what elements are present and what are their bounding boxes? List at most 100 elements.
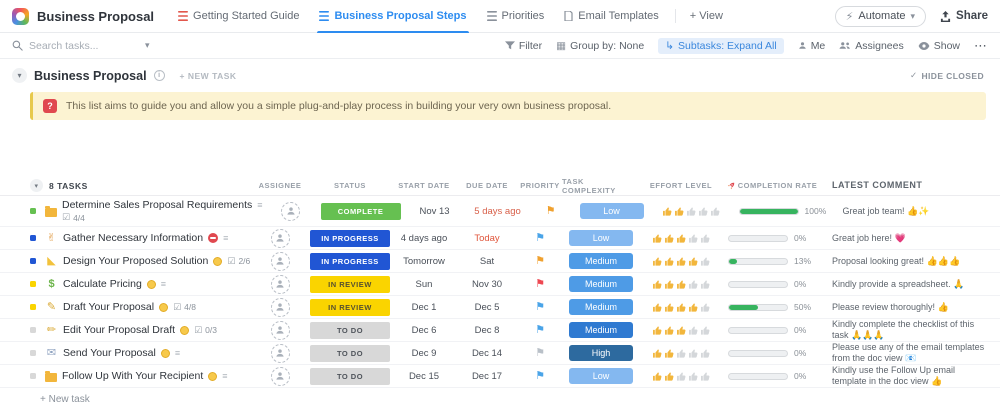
latest-comment[interactable]: Please review thoroughly! 👍 [832, 301, 949, 312]
due-date[interactable]: Dec 14 [471, 347, 503, 359]
add-task-footer-button[interactable]: + New task [40, 394, 90, 405]
info-icon[interactable]: i [153, 70, 165, 81]
task-name[interactable]: Design Your Proposed Solution [63, 255, 209, 267]
priority-flag-icon[interactable]: ⚑ [535, 346, 545, 359]
status-badge[interactable]: COMPLETE [320, 202, 401, 220]
column-header-latest-comment[interactable]: LATEST COMMENT [832, 180, 923, 191]
add-view-button[interactable]: + View [689, 10, 723, 22]
complexity-badge[interactable]: High [569, 345, 633, 361]
add-assignee-button[interactable] [281, 201, 301, 221]
start-date[interactable]: Tomorrow [403, 255, 445, 267]
effort-level[interactable] [640, 302, 722, 313]
start-date[interactable]: Dec 1 [411, 301, 437, 313]
complexity-badge[interactable]: Medium [569, 276, 633, 292]
task-name[interactable]: Calculate Pricing [63, 278, 142, 290]
automate-button[interactable]: ⚡ Automate ▾ [834, 5, 927, 27]
table-row[interactable]: Determine Sales Proposal Requirements ≡ … [0, 196, 1000, 227]
add-assignee-button[interactable] [270, 297, 290, 317]
table-row[interactable]: ◣ Design Your Proposed Solution ☑ 2/6 IN … [0, 250, 1000, 273]
column-header-task-complexity[interactable]: TASK COMPLEXITY [562, 176, 616, 195]
start-date[interactable]: Dec 6 [411, 324, 437, 336]
column-header-due-date[interactable]: DUE DATE [466, 181, 508, 190]
priority-flag-icon[interactable]: ⚑ [535, 323, 545, 336]
table-row[interactable]: ✉ Send Your Proposal ≡ TO DO Dec 9 Dec 1… [0, 342, 1000, 365]
effort-level[interactable] [640, 279, 722, 290]
column-header-assignee[interactable]: ASSIGNEE [258, 181, 302, 190]
add-assignee-button[interactable] [270, 228, 290, 248]
chevron-down-icon[interactable]: ▾ [145, 40, 150, 50]
effort-level[interactable] [640, 348, 722, 359]
priority-flag-icon[interactable]: ⚑ [535, 231, 545, 244]
add-assignee-button[interactable] [270, 343, 290, 363]
search-box[interactable]: ▾ [12, 39, 177, 52]
tab-business-proposal-steps[interactable]: Business Proposal Steps [309, 0, 476, 33]
start-date[interactable]: 4 days ago [400, 232, 448, 244]
complexity-badge[interactable]: Medium [569, 253, 633, 269]
latest-comment[interactable]: Great job team! 👍✨ [842, 205, 930, 216]
effort-level[interactable] [640, 371, 722, 382]
group-by-button[interactable]: ▦ Group by: None [556, 39, 645, 52]
add-assignee-button[interactable] [270, 251, 290, 271]
priority-flag-icon[interactable]: ⚑ [545, 204, 556, 217]
latest-comment[interactable]: Great job here! 💗 [832, 232, 906, 243]
filter-button[interactable]: Filter [504, 40, 542, 52]
subtasks-button[interactable]: ↳ Subtasks: Expand All [658, 37, 784, 54]
latest-comment[interactable]: Kindly use the Follow Up email template … [832, 365, 956, 386]
start-date[interactable]: Dec 15 [408, 370, 440, 382]
due-date[interactable]: Today [474, 232, 500, 244]
status-badge[interactable]: TO DO [310, 344, 390, 362]
start-date[interactable]: Nov 13 [419, 205, 450, 217]
collapse-group-icon[interactable]: ▾ [30, 179, 43, 192]
more-menu-button[interactable]: ⋯ [974, 37, 988, 53]
table-row[interactable]: $ Calculate Pricing ≡ IN REVIEW Sun Nov … [0, 273, 1000, 296]
column-header-status[interactable]: STATUS [334, 181, 366, 190]
start-date[interactable]: Dec 9 [411, 347, 437, 359]
status-badge[interactable]: TO DO [310, 321, 390, 339]
latest-comment[interactable]: Kindly complete the checklist of this ta… [832, 319, 975, 340]
task-name[interactable]: Gather Necessary Information [63, 232, 204, 244]
column-header-start-date[interactable]: START DATE [398, 181, 450, 190]
task-name[interactable]: Send Your Proposal [63, 347, 156, 359]
add-assignee-button[interactable] [270, 366, 290, 386]
column-header-priority[interactable]: PRIORITY [520, 181, 560, 190]
collapse-list-icon[interactable]: ▾ [12, 68, 27, 83]
table-row[interactable]: Follow Up With Your Recipient ≡ TO DO De… [0, 365, 1000, 388]
complexity-badge[interactable]: Low [579, 203, 644, 219]
app-logo[interactable] [12, 7, 29, 25]
effort-level[interactable] [651, 206, 733, 217]
status-badge[interactable]: IN REVIEW [310, 298, 390, 316]
assignees-button[interactable]: Assignees [839, 40, 904, 52]
status-badge[interactable]: IN REVIEW [310, 275, 390, 293]
column-header-completion-rate[interactable]: COMPLETION RATE [722, 181, 822, 190]
priority-flag-icon[interactable]: ⚑ [535, 369, 545, 382]
column-header-effort-level[interactable]: EFFORT LEVEL [649, 181, 713, 190]
complexity-badge[interactable]: Low [569, 230, 633, 246]
status-badge[interactable]: IN PROGRESS [310, 252, 390, 270]
due-date[interactable]: Nov 30 [471, 278, 503, 290]
tab-getting-started-guide[interactable]: Getting Started Guide [168, 0, 309, 33]
due-date[interactable]: Dec 5 [474, 301, 500, 313]
due-date[interactable]: Dec 8 [474, 324, 500, 336]
table-row[interactable]: ✏ Edit Your Proposal Draft ☑ 0/3 TO DO De… [0, 319, 1000, 342]
new-task-button[interactable]: + NEW TASK [179, 70, 237, 81]
status-badge[interactable]: IN PROGRESS [310, 229, 390, 247]
add-assignee-button[interactable] [270, 274, 290, 294]
show-button[interactable]: Show [918, 40, 960, 52]
complexity-badge[interactable]: Medium [569, 322, 633, 338]
latest-comment[interactable]: Kindly provide a spreadsheet. 🙏 [832, 278, 965, 289]
add-assignee-button[interactable] [270, 320, 290, 340]
complexity-badge[interactable]: Medium [569, 299, 633, 315]
task-name[interactable]: Determine Sales Proposal Requirements [62, 199, 253, 211]
me-button[interactable]: Me [798, 40, 825, 52]
table-row[interactable]: ✌ Gather Necessary Information ≡ IN PROG… [0, 227, 1000, 250]
tab-email-templates[interactable]: Email Templates [554, 0, 669, 33]
due-date[interactable]: Dec 17 [471, 370, 503, 382]
table-row[interactable]: ✎ Draft Your Proposal ☑ 4/8 IN REVIEW Dec… [0, 296, 1000, 319]
effort-level[interactable] [640, 256, 722, 267]
hide-closed-button[interactable]: ✓ HIDE CLOSED [909, 70, 984, 81]
start-date[interactable]: Sun [415, 278, 433, 290]
task-name[interactable]: Edit Your Proposal Draft [63, 324, 176, 336]
due-date[interactable]: 5 days ago [474, 205, 521, 217]
task-name[interactable]: Draft Your Proposal [63, 301, 155, 313]
due-date[interactable]: Sat [479, 255, 495, 267]
